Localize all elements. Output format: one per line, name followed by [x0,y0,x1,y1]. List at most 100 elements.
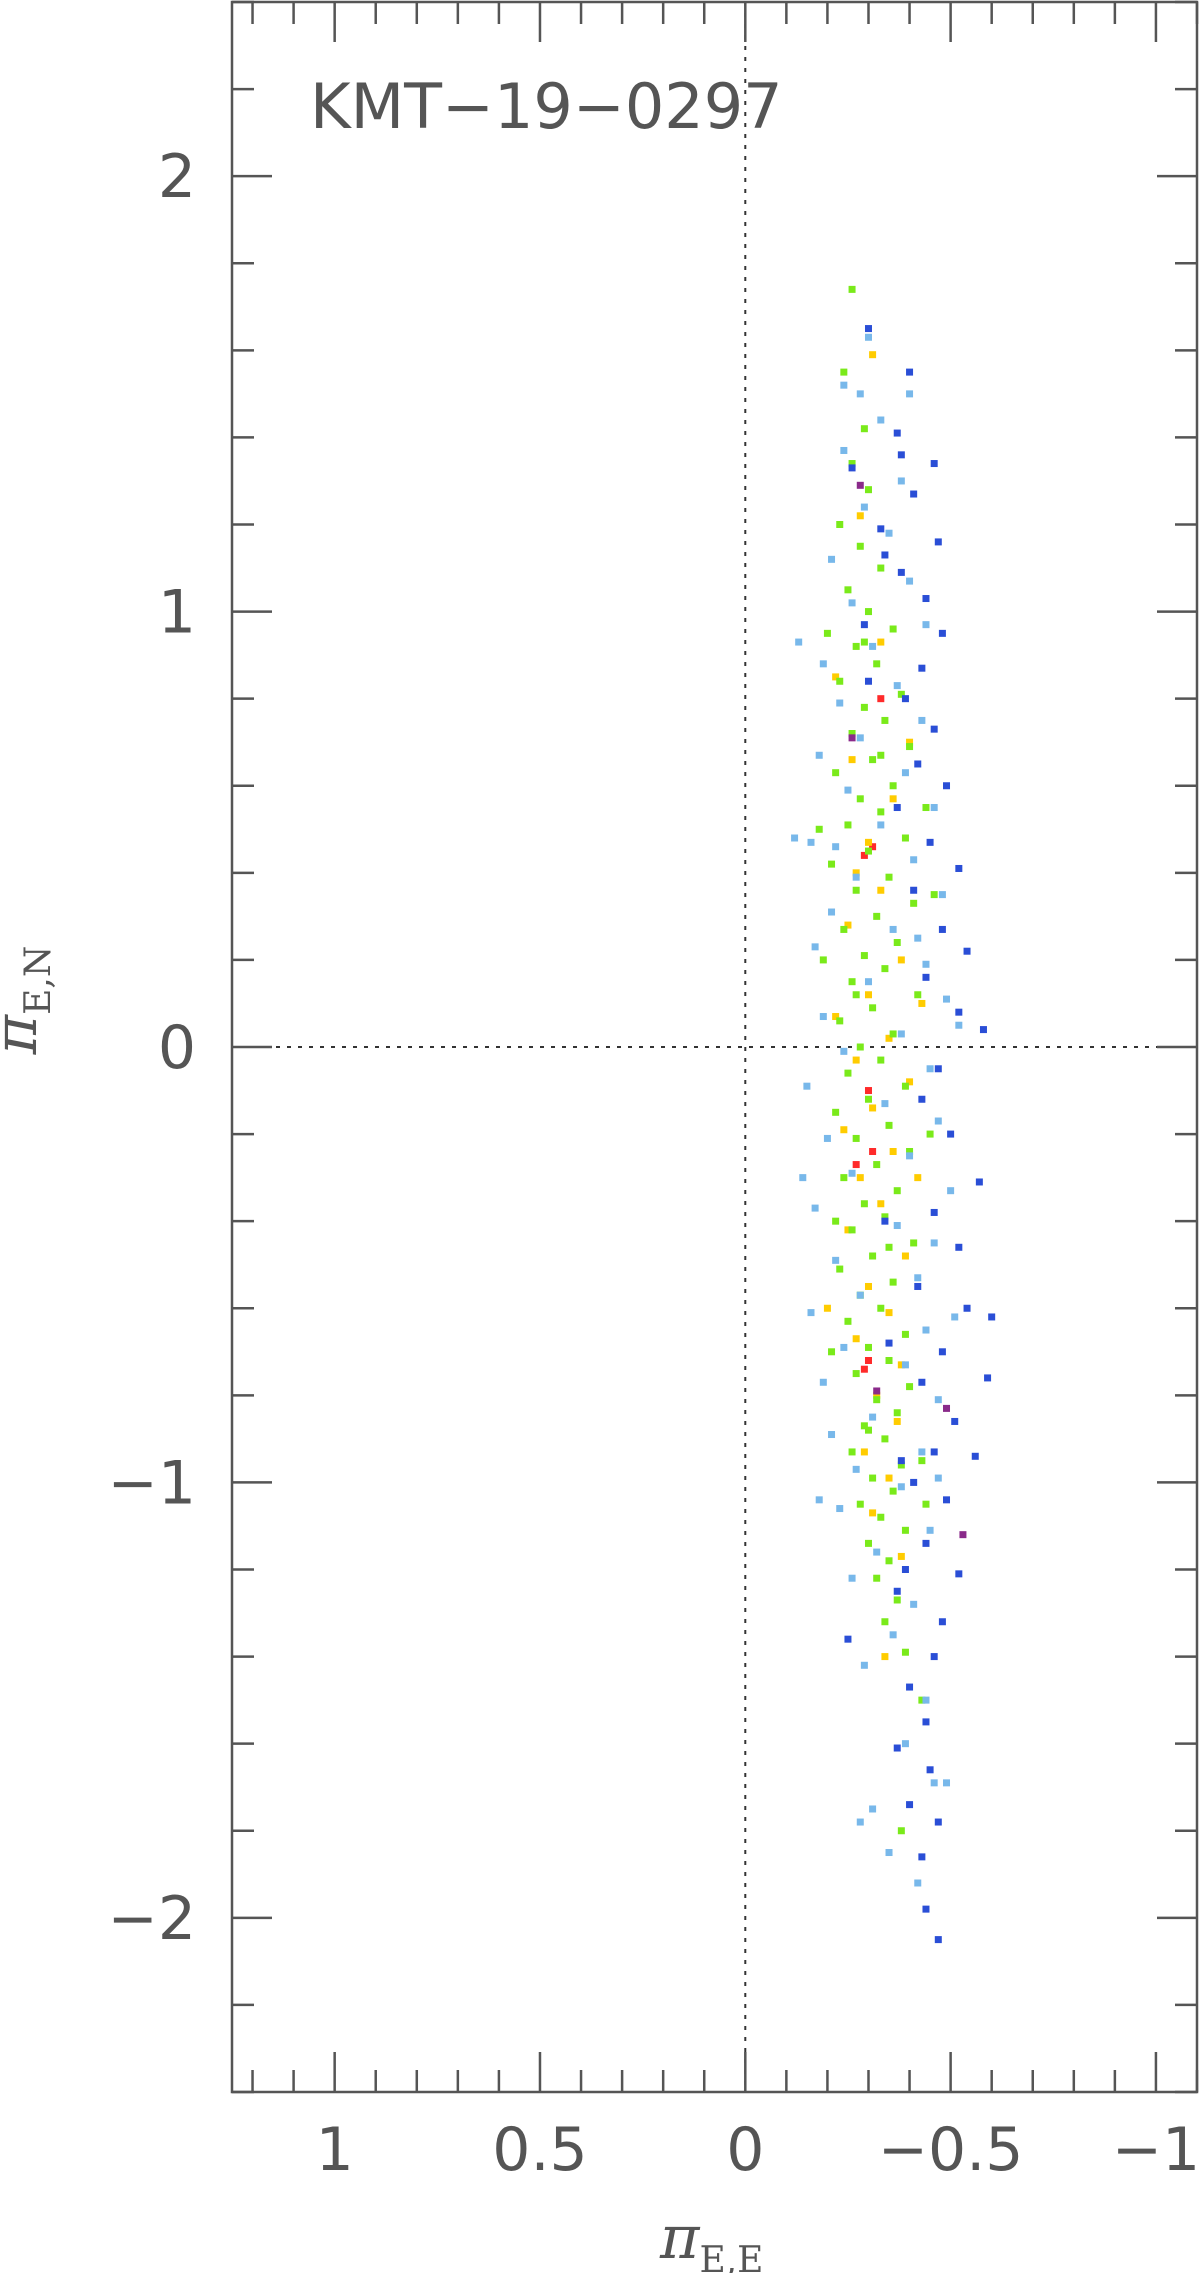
data-point [955,1570,963,1578]
data-point [840,446,848,454]
data-point [906,1152,914,1160]
data-point [840,1174,848,1182]
data-point [893,1409,901,1417]
data-point [897,477,905,485]
data-point [930,725,938,733]
data-point [901,1526,909,1534]
data-point [881,1653,889,1661]
plot-frame [230,0,1199,2094]
data-point [910,1600,918,1608]
data-point [963,947,971,955]
data-point [860,425,868,433]
data-point [918,1853,926,1861]
data-point [906,738,914,746]
data-point [930,891,938,899]
data-point [844,1069,852,1077]
data-point [848,1169,856,1177]
data-point [938,1618,946,1626]
data-point [881,1213,889,1221]
data-point [922,1718,930,1726]
y-axis-symbol: π [0,1013,51,1055]
data-point [943,782,951,790]
data-point [897,1030,905,1038]
y-axis-subscript: E,N [18,946,59,1015]
data-point [893,1744,901,1752]
data-point [906,368,914,376]
data-point [869,642,877,650]
data-point [840,1047,848,1055]
data-point [910,899,918,907]
data-point [918,1696,926,1704]
data-point [881,965,889,973]
data-point [971,1452,979,1460]
data-point [893,1587,901,1595]
data-point [848,1448,856,1456]
data-point [910,886,918,894]
data-point [864,1282,872,1290]
data-point [852,869,860,877]
data-point [848,599,856,607]
data-point [828,860,836,868]
data-point [959,1531,967,1539]
data-point [926,1130,934,1138]
data-point [930,1448,938,1456]
data-point [815,1496,823,1504]
data-point [881,716,889,724]
data-point [979,1026,987,1034]
data-point [885,1309,893,1317]
data-point [930,804,938,812]
data-point [852,1335,860,1343]
data-point [922,973,930,981]
data-point [840,368,848,376]
data-point [885,529,893,537]
data-point [906,1801,914,1809]
x-tick-label: 1 [316,2115,354,2185]
data-point [934,1474,942,1482]
data-point [819,1378,827,1386]
data-point [869,1474,877,1482]
data-point [864,978,872,986]
x-tick-label: 0 [726,2115,764,2185]
data-point [819,660,827,668]
data-point [856,481,864,489]
data-point [848,730,856,737]
data-point [873,912,881,920]
data-point [844,1317,852,1325]
data-point [864,838,872,846]
data-point [836,677,844,685]
data-point [869,1148,877,1155]
data-point [799,1174,807,1182]
data-point [840,381,848,389]
data-point [918,999,926,1007]
data-point [852,1161,860,1169]
data-point [864,1357,872,1364]
data-point [877,1200,885,1208]
data-point [844,921,852,929]
data-point [823,629,831,637]
data-point [901,1566,909,1573]
data-point [864,991,872,999]
data-point [852,886,860,894]
data-point [918,1448,926,1456]
y-tick-label: 1 [158,578,196,648]
data-point [869,1509,877,1517]
data-point [930,1653,938,1661]
data-point [803,1082,811,1090]
data-point [934,1818,942,1826]
x-tick-label: 0.5 [492,2115,587,2185]
data-points [791,285,996,1944]
data-point [815,825,823,833]
data-point [914,934,922,942]
data-point [852,1465,860,1473]
y-tick-label: −2 [108,1884,196,1954]
data-point [893,939,901,946]
data-point [897,1461,905,1469]
data-point [848,756,856,764]
data-point [848,1226,856,1234]
data-point [922,1500,930,1508]
data-point [860,1200,868,1208]
data-point [877,751,885,759]
data-point [914,1274,922,1282]
